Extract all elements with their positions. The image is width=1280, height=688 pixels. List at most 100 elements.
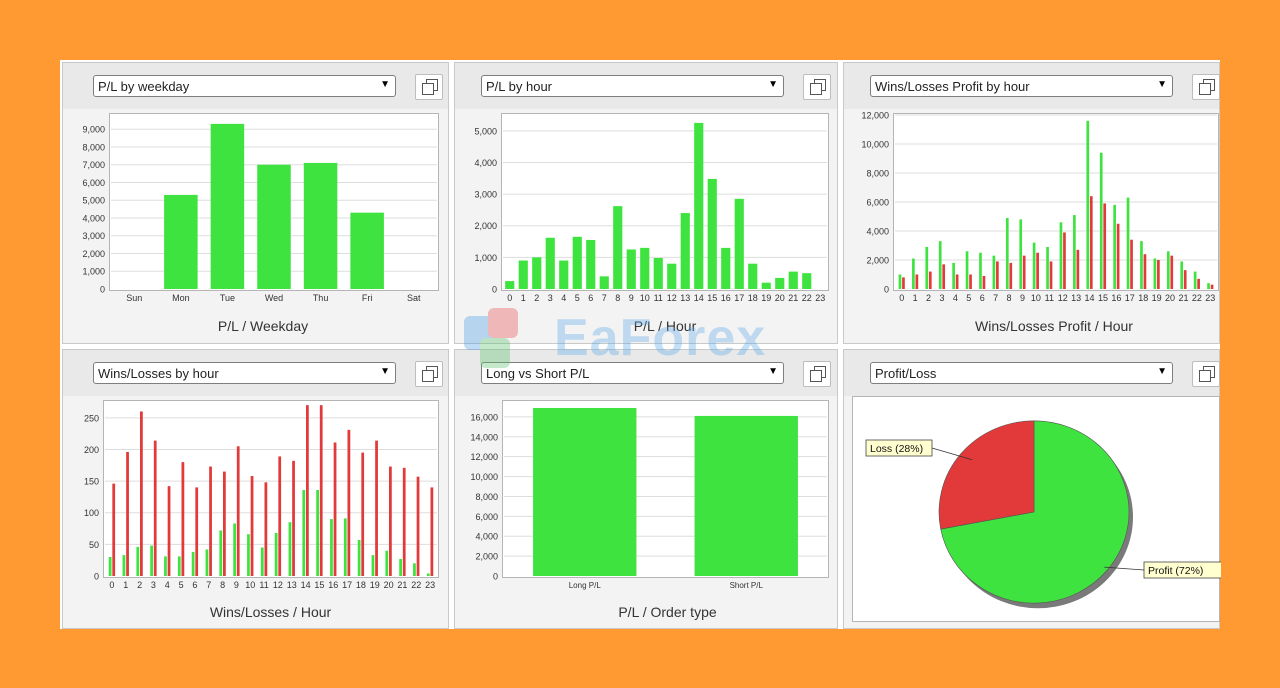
bar (572, 236, 582, 289)
bar (902, 277, 905, 289)
copy-button[interactable] (415, 361, 443, 387)
x-tick-label: 7 (602, 293, 607, 303)
bar (545, 237, 555, 289)
bar (343, 518, 347, 576)
bar (721, 247, 731, 289)
x-tick-label: 6 (192, 580, 197, 590)
bar (1197, 278, 1200, 289)
x-axis-title: P/L / Weekday (217, 318, 309, 334)
bar (802, 273, 812, 289)
dropdown-label: Wins/Losses Profit by hour (875, 79, 1030, 94)
bar (775, 277, 785, 289)
bar (388, 466, 392, 576)
chart-selector-dropdown[interactable]: Long vs Short P/L ▼ (481, 362, 784, 384)
chart-selector-dropdown[interactable]: Profit/Loss ▼ (870, 362, 1173, 384)
x-tick-label: 20 (384, 580, 394, 590)
panel-wins-losses-by-hour: Wins/Losses by hour ▼ 0 50 100 150 200 250 0 1 2… (62, 349, 449, 629)
y-tick-label: 10,000 (861, 140, 889, 150)
bar (748, 263, 758, 289)
bar (305, 405, 309, 576)
x-tick-label: 15 (314, 580, 324, 590)
bar (1207, 283, 1210, 289)
bar (153, 440, 157, 576)
bar (209, 466, 212, 576)
x-tick-label: 19 (761, 293, 771, 303)
pie-label: Loss (28%) (870, 443, 923, 455)
pie-leader-line (1104, 566, 1145, 571)
copy-button[interactable] (1192, 74, 1220, 100)
x-tick-label: 15 (707, 293, 717, 303)
y-tick-label: 6,000 (475, 512, 498, 522)
bar (278, 456, 282, 576)
bar (288, 522, 292, 576)
y-tick-label: 9,000 (82, 125, 105, 135)
bar (599, 276, 609, 289)
bar (219, 530, 223, 576)
x-tick-label: 17 (734, 293, 744, 303)
x-tick-label: 5 (966, 293, 971, 303)
copy-button[interactable] (1192, 361, 1220, 387)
y-tick-label: 3,000 (82, 231, 105, 241)
chevron-down-icon: ▼ (380, 366, 390, 377)
bar (1049, 261, 1053, 289)
bar (126, 451, 129, 576)
x-tick-label: 11 (1045, 293, 1054, 303)
bar (303, 162, 338, 289)
x-tick-label: 6 (588, 293, 593, 303)
bar (979, 252, 982, 289)
x-tick-label: 16 (1111, 293, 1121, 303)
bar (1009, 262, 1013, 289)
bar (613, 206, 623, 289)
chevron-down-icon: ▼ (768, 366, 778, 377)
bar (640, 247, 650, 289)
plot-frame (103, 400, 439, 578)
bar (264, 482, 268, 576)
chart-selector-dropdown[interactable]: Wins/Losses Profit by hour ▼ (870, 75, 1173, 97)
bar (761, 282, 771, 289)
x-tick-label: 4 (165, 580, 170, 590)
bar (1130, 239, 1133, 289)
x-tick-label: 3 (151, 580, 156, 590)
panel-wins-losses-profit-by-hour: Wins/Losses Profit by hour ▼ 0 2,000 4,000… (843, 62, 1220, 344)
x-tick-label: 20 (775, 293, 785, 303)
y-tick-label: 5,000 (474, 126, 497, 136)
bar (371, 555, 375, 576)
x-tick-label: 22 (411, 580, 421, 590)
chart-selector-dropdown[interactable]: P/L by weekday ▼ (93, 75, 396, 97)
bar (559, 260, 569, 289)
bar (898, 274, 902, 289)
chart-selector-dropdown[interactable]: Wins/Losses by hour ▼ (93, 362, 396, 384)
x-tick-label: 7 (206, 580, 211, 590)
bar (1063, 232, 1066, 289)
bar (167, 486, 171, 576)
y-tick-label: 7,000 (82, 160, 105, 170)
bar (925, 246, 929, 289)
y-tick-label: 250 (84, 413, 99, 423)
copy-button[interactable] (803, 74, 831, 100)
x-tick-label: Sun (126, 293, 142, 303)
x-tick-label: 3 (548, 293, 553, 303)
x-tick-label: 5 (575, 293, 580, 303)
chart-selector-dropdown[interactable]: P/L by hour ▼ (481, 75, 784, 97)
pie-slice (940, 420, 1130, 604)
y-tick-label: 4,000 (474, 158, 497, 168)
copy-button[interactable] (803, 361, 831, 387)
bar (626, 249, 636, 289)
bar (982, 275, 986, 289)
bar (210, 123, 245, 289)
bar (1046, 246, 1049, 289)
bar (139, 411, 143, 576)
y-tick-label: 8,000 (866, 169, 889, 179)
bar (236, 446, 240, 576)
chevron-down-icon: ▼ (1157, 366, 1167, 377)
y-tick-label: 5,000 (82, 196, 105, 206)
bar (1180, 261, 1184, 289)
x-tick-label: 20 (1165, 293, 1175, 303)
copy-button[interactable] (415, 74, 443, 100)
y-tick-label: 200 (84, 445, 99, 455)
plot-frame (501, 113, 829, 291)
bar (122, 555, 126, 576)
x-tick-label: 11 (654, 293, 663, 303)
bar (302, 489, 306, 576)
x-tick-label: 1 (521, 293, 526, 303)
